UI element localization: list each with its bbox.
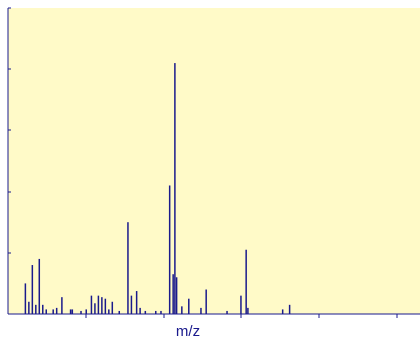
- peak-bar-10: [69, 309, 72, 314]
- peak-bar-22: [127, 222, 129, 314]
- peak-bar-13: [85, 309, 87, 314]
- peak-bar-31: [174, 63, 176, 314]
- peak-bar-36: [205, 289, 207, 314]
- peak-bar-17: [101, 297, 103, 314]
- peak-bar-30: [172, 274, 174, 314]
- peak-bar-9: [61, 297, 63, 314]
- peak-bar-26: [144, 310, 147, 314]
- peak-bar-16: [97, 295, 100, 314]
- peak-bar-7: [52, 309, 54, 314]
- peak-bar-24: [135, 291, 138, 314]
- peak-bar-0: [24, 283, 27, 314]
- peak-bar-39: [245, 249, 247, 314]
- peak-bar-40: [247, 307, 249, 314]
- y-axis-ticks: [8, 7, 11, 254]
- peak-bar-5: [42, 304, 44, 314]
- peak-bar-12: [80, 310, 82, 314]
- peak-bar-29: [168, 185, 171, 314]
- peak-bar-35: [200, 307, 202, 314]
- peak-bar-18: [104, 298, 107, 314]
- peak-bar-27: [155, 310, 157, 314]
- peak-bars: [24, 63, 291, 314]
- peak-bar-19: [108, 309, 110, 314]
- peak-bar-23: [130, 295, 133, 314]
- peak-bar-28: [160, 310, 162, 314]
- peak-bar-33: [181, 306, 183, 314]
- x-axis-label: m/z: [176, 323, 200, 340]
- peak-bar-15: [94, 303, 96, 314]
- peak-bar-41: [281, 309, 284, 314]
- peak-bar-42: [288, 304, 291, 314]
- peak-bar-6: [45, 309, 47, 314]
- peak-bar-8: [55, 307, 58, 314]
- peak-bar-3: [35, 304, 37, 314]
- peak-bar-2: [31, 265, 34, 314]
- peak-bar-37: [226, 310, 228, 314]
- plot-area: [8, 8, 420, 314]
- x-axis-ticks: [85, 314, 398, 318]
- peak-bar-4: [38, 258, 41, 314]
- peak-bar-34: [188, 298, 190, 314]
- peak-bar-38: [240, 295, 242, 314]
- peak-bar-20: [111, 301, 114, 314]
- peak-bar-11: [71, 309, 74, 314]
- peak-bar-14: [90, 295, 93, 314]
- peak-bar-32: [175, 277, 178, 314]
- peak-bar-25: [139, 307, 141, 314]
- peak-bar-21: [118, 310, 121, 314]
- peak-bar-1: [28, 301, 30, 314]
